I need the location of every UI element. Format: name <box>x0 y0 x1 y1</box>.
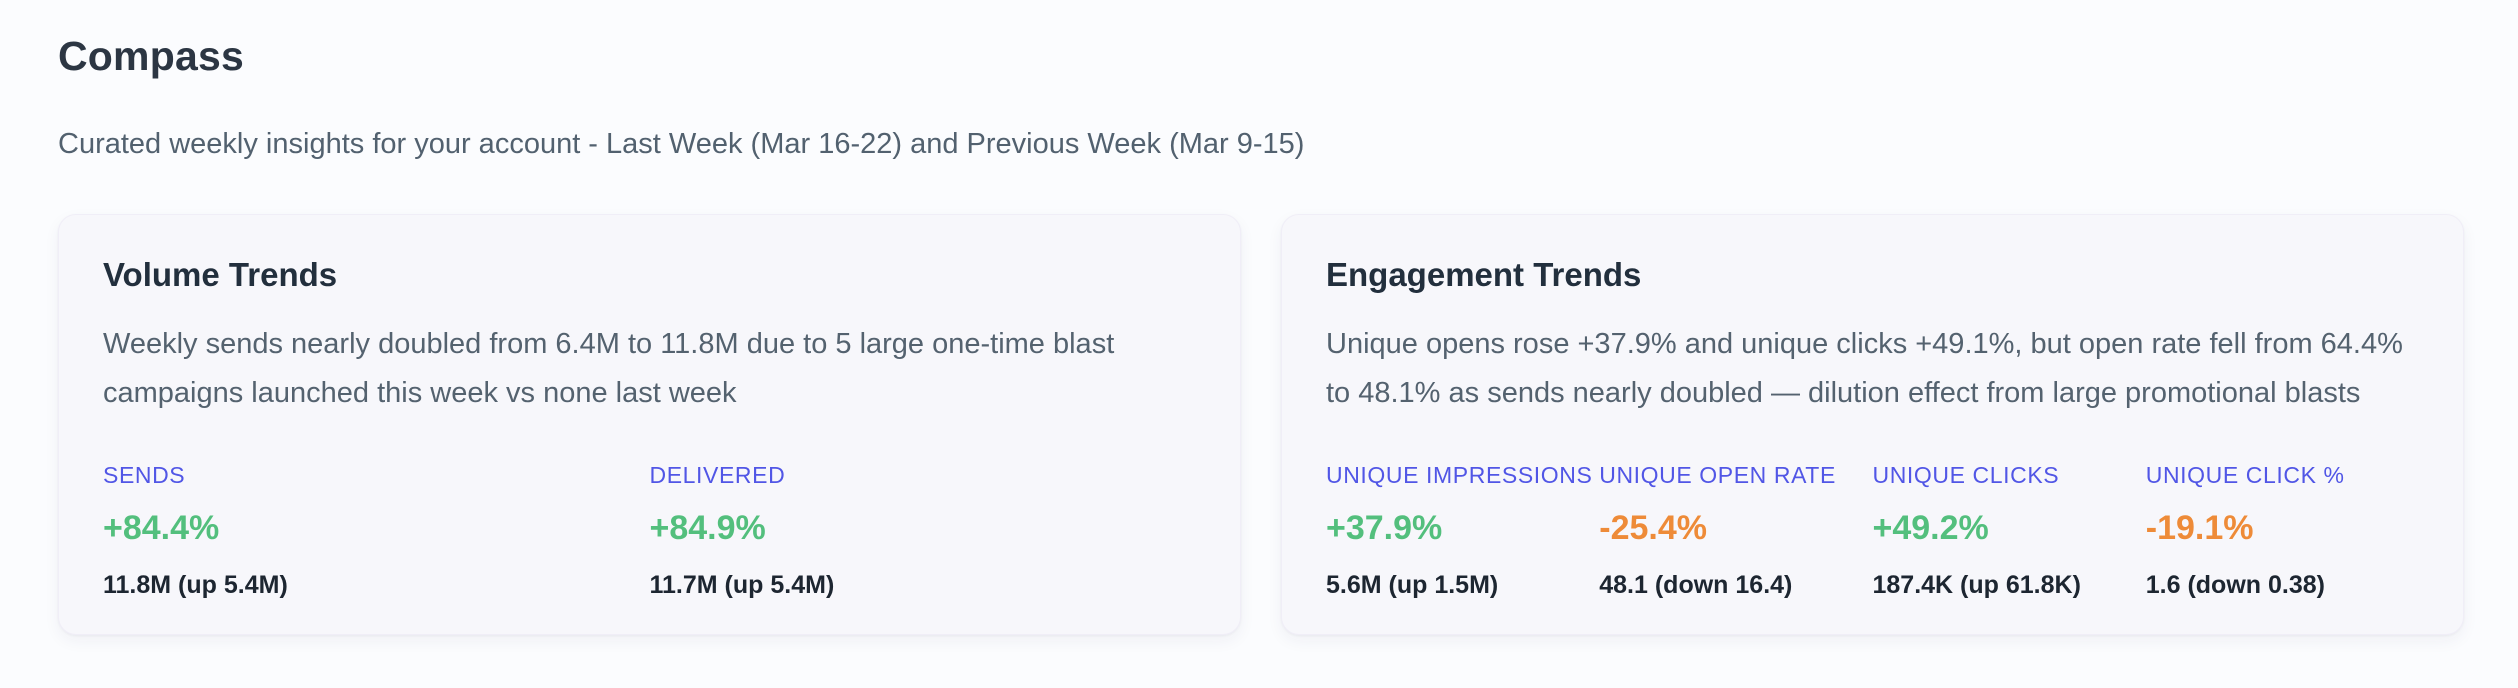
card-title-engagement-trends: Engagement Trends <box>1326 256 1642 293</box>
compass-page: Compass Curated weekly insights for your… <box>58 33 2464 635</box>
metric-detail-unique-impressions: 5.6M (up 1.5M) <box>1326 571 1499 599</box>
metric-change-unique-clicks: +49.2% <box>1872 509 1989 547</box>
metric-change-delivered: +84.9% <box>649 509 766 547</box>
metric-label-unique-click-percent: UNIQUE CLICK % <box>2145 462 2345 488</box>
insight-cards-row: Volume Trends Weekly sends nearly double… <box>58 214 2464 635</box>
metric-detail-unique-click-percent: 1.6 (down 0.38) <box>2145 571 2325 599</box>
engagement-metrics-row: UNIQUE IMPRESSIONS +37.9% 5.6M (up 1.5M)… <box>1326 462 2419 600</box>
page-title: Compass <box>58 33 244 79</box>
card-description-engagement-trends: Unique opens rose +37.9% and unique clic… <box>1326 328 2403 409</box>
metric-sends: SENDS +84.4% 11.8M (up 5.4M) <box>103 462 650 600</box>
metric-detail-unique-open-rate: 48.1 (down 16.4) <box>1599 571 1793 599</box>
volume-trends-card: Volume Trends Weekly sends nearly double… <box>58 214 1241 635</box>
metric-detail-sends: 11.8M (up 5.4M) <box>103 571 288 599</box>
engagement-trends-card: Engagement Trends Unique opens rose +37.… <box>1281 214 2464 635</box>
metric-change-unique-click-percent: -19.1% <box>2145 509 2254 547</box>
metric-change-sends: +84.4% <box>103 509 220 547</box>
volume-metrics-row: SENDS +84.4% 11.8M (up 5.4M) DELIVERED +… <box>103 462 1196 600</box>
metric-label-sends: SENDS <box>103 462 186 488</box>
metric-unique-click-percent: UNIQUE CLICK % -19.1% 1.6 (down 0.38) <box>2146 462 2419 600</box>
metric-label-unique-impressions: UNIQUE IMPRESSIONS <box>1326 462 1593 488</box>
card-title-volume-trends: Volume Trends <box>103 256 338 293</box>
metric-label-unique-clicks: UNIQUE CLICKS <box>1872 462 2060 488</box>
metric-unique-open-rate: UNIQUE OPEN RATE -25.4% 48.1 (down 16.4) <box>1599 462 1872 600</box>
metric-label-unique-open-rate: UNIQUE OPEN RATE <box>1599 462 1836 488</box>
page-subtitle: Curated weekly insights for your account… <box>58 128 1305 160</box>
metric-unique-clicks: UNIQUE CLICKS +49.2% 187.4K (up 61.8K) <box>1873 462 2146 600</box>
metric-detail-delivered: 11.7M (up 5.4M) <box>649 571 835 599</box>
metric-change-unique-impressions: +37.9% <box>1326 509 1443 547</box>
metric-change-unique-open-rate: -25.4% <box>1599 509 1707 547</box>
metric-delivered: DELIVERED +84.9% 11.7M (up 5.4M) <box>650 462 1197 600</box>
card-description-volume-trends: Weekly sends nearly doubled from 6.4M to… <box>103 328 1115 409</box>
metric-label-delivered: DELIVERED <box>649 462 786 488</box>
metric-detail-unique-clicks: 187.4K (up 61.8K) <box>1872 571 2081 599</box>
metric-unique-impressions: UNIQUE IMPRESSIONS +37.9% 5.6M (up 1.5M) <box>1326 462 1599 600</box>
